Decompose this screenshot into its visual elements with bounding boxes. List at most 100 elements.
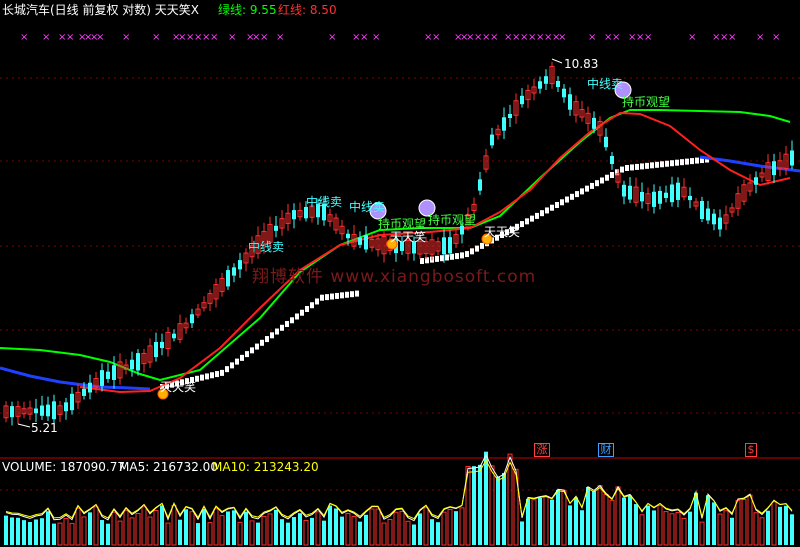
stair-step <box>230 362 234 369</box>
signal-x-mark: × <box>454 32 462 43</box>
volume-bar <box>675 512 681 546</box>
stair-step <box>565 196 569 203</box>
candle-body <box>195 308 201 316</box>
signal-watch-label: 持币观望 <box>378 217 427 231</box>
candle-body <box>57 405 63 415</box>
dollar-marker-icon[interactable]: $ <box>745 443 757 457</box>
candle-body <box>417 241 423 255</box>
stair-step <box>315 298 319 305</box>
volume-bar <box>568 505 572 545</box>
watermark: 翔博软件 www.xiangbosoft.com <box>252 267 537 287</box>
smile-dot-icon <box>386 238 398 250</box>
stair-step <box>470 248 474 255</box>
volume-bar <box>10 517 14 545</box>
candle-body <box>790 150 794 166</box>
volume-bar <box>574 497 578 545</box>
stair-step <box>495 234 499 241</box>
stair-step <box>295 313 299 320</box>
candle-body <box>520 95 524 105</box>
stair-step <box>175 380 179 387</box>
volume-bar <box>459 507 465 546</box>
candle-body <box>327 214 333 222</box>
signal-x-mark: × <box>644 32 652 43</box>
stair-step <box>625 164 629 171</box>
signal-x-mark: × <box>536 32 544 43</box>
signal-x-mark: × <box>604 32 612 43</box>
candle-body <box>21 408 27 415</box>
candle-body <box>93 378 99 388</box>
volume-bar <box>46 511 50 545</box>
signal-sell-label: 中线卖 <box>248 240 285 254</box>
candle-body <box>549 65 555 85</box>
volume-bar <box>34 519 38 545</box>
signal-x-mark: × <box>372 32 380 43</box>
cai-marker-icon[interactable]: 财 <box>598 443 614 457</box>
signal-x-mark: × <box>58 32 66 43</box>
green-line-value: 绿线: 9.55 <box>218 3 277 17</box>
chart-title: 长城汽车(日线 前复权 对数) 天天笑X <box>2 3 200 17</box>
volume-bar <box>615 486 621 546</box>
stair-step <box>480 242 484 249</box>
volume-bar <box>550 499 554 545</box>
candle-body <box>405 240 411 254</box>
volume-bar <box>766 510 770 545</box>
stair-step <box>270 332 274 339</box>
signal-x-mark: × <box>90 32 98 43</box>
stair-step <box>420 258 424 264</box>
stair-step <box>260 339 264 346</box>
signal-x-mark: × <box>178 32 186 43</box>
candle-body <box>232 267 236 276</box>
candle-body <box>201 302 207 309</box>
signal-x-mark: × <box>424 32 432 43</box>
stair-step <box>630 164 634 171</box>
volume-bar <box>597 485 603 546</box>
candle-body <box>556 80 560 88</box>
candle-body <box>759 172 765 178</box>
stair-step <box>620 166 624 173</box>
ma5-value: MA5: 216732.00 <box>119 460 218 474</box>
candle-body <box>723 214 729 224</box>
signal-x-mark: × <box>552 32 560 43</box>
stair-step <box>440 255 444 262</box>
volume-bar <box>778 506 782 545</box>
volume-bar <box>507 453 513 546</box>
candle-body <box>513 100 519 116</box>
candle-body <box>700 201 704 219</box>
stair-step <box>255 343 259 350</box>
stair-step <box>530 215 534 222</box>
volume-bar <box>688 511 692 545</box>
signal-x-mark: × <box>194 32 202 43</box>
stair-step <box>540 210 544 217</box>
stair-step <box>280 324 284 331</box>
volume-bar <box>603 493 609 546</box>
stair-step <box>190 376 194 383</box>
volume-bar <box>657 505 663 546</box>
stair-step <box>580 188 584 195</box>
stair-step <box>695 157 699 164</box>
volume-bar <box>196 523 200 545</box>
candle-body <box>628 185 632 200</box>
candle-body <box>754 177 758 185</box>
volume-bar <box>249 520 255 546</box>
volume-bar <box>147 516 153 546</box>
stair-step <box>210 372 214 379</box>
signal-x-mark: × <box>122 32 130 43</box>
volume-bar <box>387 518 393 546</box>
signal-x-mark: × <box>20 32 28 43</box>
candle-body <box>525 89 531 101</box>
volume-bar <box>513 468 519 546</box>
candle-body <box>633 186 639 203</box>
candle-body <box>658 190 662 204</box>
volume-value: VOLUME: 187090.77 <box>2 460 125 474</box>
stair-step <box>520 221 524 228</box>
stair-step <box>275 328 279 335</box>
candle-body <box>274 225 278 231</box>
zhang-marker-icon[interactable]: 涨 <box>534 443 550 457</box>
stair-step <box>305 305 309 312</box>
signal-x-mark: × <box>172 32 180 43</box>
signal-x-mark: × <box>636 32 644 43</box>
stair-step <box>570 193 574 200</box>
signal-x-mark: × <box>544 32 552 43</box>
volume-bar <box>430 519 434 545</box>
